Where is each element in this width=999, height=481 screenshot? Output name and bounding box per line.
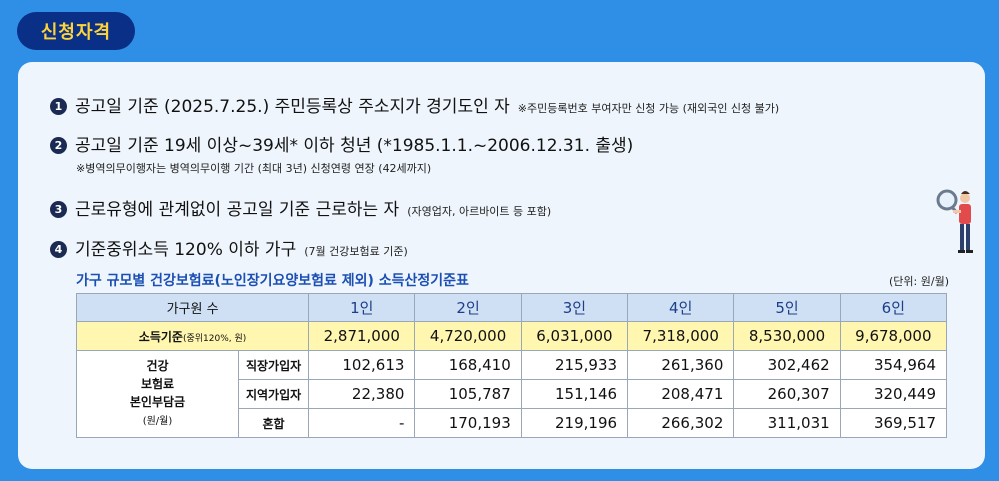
table-cell: 22,380	[308, 379, 416, 409]
table-cell: 105,787	[414, 379, 522, 409]
condition-subnote: ※병역의무이행자는 병역의무이행 기간 (최대 3년) 신청연령 연장 (42세…	[76, 162, 432, 175]
condition-note: (7월 건강보험료 기준)	[304, 245, 408, 258]
condition-note: ※주민등록번호 부여자만 신청 가능 (재외국인 신청 불가)	[517, 102, 780, 115]
header-cell: 3인	[520, 293, 629, 322]
income-value: 2,871,000	[308, 321, 416, 351]
health-insurance-group-label: 건강 보험료 본인부담금 (원/월)	[76, 350, 239, 438]
table-row: 혼합 - 170,193 219,196 266,302 311,031 369…	[77, 408, 948, 438]
header-cell: 5인	[733, 293, 841, 322]
table-cell: 219,196	[520, 408, 629, 438]
number-icon: 4	[50, 241, 67, 258]
income-standard-label: 소득기준(중위120%, 원)	[75, 321, 310, 351]
table-cell: 369,517	[839, 408, 948, 438]
table-cell: 302,462	[733, 350, 841, 380]
table-unit: (단위: 원/월)	[889, 275, 949, 288]
header-cell: 6인	[839, 293, 948, 322]
income-standard-row: 소득기준(중위120%, 원) 2,871,000 4,720,000 6,03…	[75, 321, 948, 351]
income-value: 7,318,000	[627, 321, 735, 351]
table-cell: 320,449	[839, 379, 948, 409]
table-row: 지역가입자 22,380 105,787 151,146 208,471 260…	[77, 379, 948, 409]
table-cell: 260,307	[733, 379, 841, 409]
table-header-row: 가구원 수 1인 2인 3인 4인 5인 6인	[75, 293, 948, 322]
number-icon: 2	[50, 137, 67, 154]
condition-4: 4 기준중위소득 120% 이하 가구 (7월 건강보험료 기준)	[50, 235, 408, 260]
table-cell: 151,146	[520, 379, 629, 409]
table-cell: 215,933	[520, 350, 629, 380]
header-household-size: 가구원 수	[75, 293, 310, 322]
number-icon: 1	[50, 98, 67, 115]
table-cell: 261,360	[627, 350, 735, 380]
header-cell: 2인	[414, 293, 522, 322]
table-cell: 102,613	[308, 350, 416, 380]
row-label: 혼합	[237, 408, 310, 438]
condition-2: 2 공고일 기준 19세 이상~39세* 이하 청년 (*1985.1.1.~2…	[50, 131, 633, 156]
condition-note: (자영업자, 아르바이트 등 포함)	[407, 205, 552, 218]
number-icon: 3	[50, 201, 67, 218]
income-value: 6,031,000	[520, 321, 629, 351]
income-value: 9,678,000	[839, 321, 948, 351]
row-label: 직장가입자	[237, 350, 310, 380]
condition-3: 3 근로유형에 관계없이 공고일 기준 근로하는 자 (자영업자, 아르바이트 …	[50, 195, 551, 220]
row-label: 지역가입자	[237, 379, 310, 409]
person-with-magnifier-icon	[936, 189, 973, 253]
header-cell: 4인	[627, 293, 735, 322]
condition-text: 공고일 기준 (2025.7.25.) 주민등록상 주소지가 경기도인 자	[75, 97, 510, 117]
table-cell: -	[308, 408, 416, 438]
table-cell: 354,964	[839, 350, 948, 380]
income-criteria-table: 가구원 수 1인 2인 3인 4인 5인 6인 소득기준(중위120%, 원) …	[75, 293, 948, 438]
condition-text: 공고일 기준 19세 이상~39세* 이하 청년 (*1985.1.1.~200…	[75, 136, 634, 156]
income-value: 4,720,000	[414, 321, 522, 351]
table-row: 건강 보험료 본인부담금 (원/월) 직장가입자 102,613 168,410…	[76, 350, 948, 438]
table-cell: 168,410	[414, 350, 522, 380]
section-title-badge: 신청자격	[17, 12, 135, 50]
table-cell: 170,193	[414, 408, 522, 438]
table-caption: 가구 규모별 건강보험료(노인장기요양보험료 제외) 소득산정기준표	[76, 273, 469, 289]
table-cell: 311,031	[733, 408, 841, 438]
table-cell: 208,471	[627, 379, 735, 409]
header-cell: 1인	[308, 293, 416, 322]
table-cell: 266,302	[627, 408, 735, 438]
condition-text: 기준중위소득 120% 이하 가구	[75, 240, 297, 260]
condition-1: 1 공고일 기준 (2025.7.25.) 주민등록상 주소지가 경기도인 자 …	[50, 92, 779, 117]
condition-text: 근로유형에 관계없이 공고일 기준 근로하는 자	[75, 200, 400, 220]
income-value: 8,530,000	[733, 321, 841, 351]
